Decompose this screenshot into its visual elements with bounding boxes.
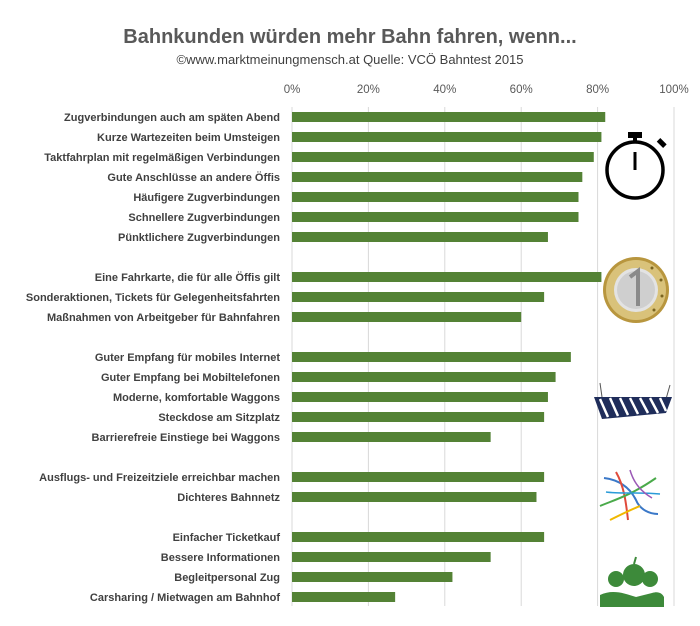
category-label: Carsharing / Mietwagen am Bahnhof (90, 592, 280, 604)
bar (292, 212, 579, 222)
category-label: Steckdose am Sitzplatz (158, 412, 280, 424)
chart-subtitle: ©www.marktmeinungmensch.at Quelle: VCÖ B… (176, 52, 524, 67)
category-label: Schnellere Zugverbindungen (128, 212, 280, 224)
bar (292, 292, 545, 302)
bar (292, 172, 583, 182)
bar (292, 192, 579, 202)
category-label: Dichteres Bahnnetz (177, 492, 280, 504)
bar (292, 532, 545, 542)
apple-hand-icon (600, 553, 664, 607)
x-tick-label: 100% (659, 84, 688, 96)
category-label: Zugverbindungen auch am späten Abend (64, 112, 280, 124)
category-label: Pünktlichere Zugverbindungen (118, 232, 280, 244)
euro-coin-icon (603, 257, 669, 323)
category-labels: Zugverbindungen auch am späten Abend Kurz… (26, 112, 281, 604)
bar (292, 472, 545, 482)
bar (292, 312, 522, 322)
category-label: Kurze Wartezeiten beim Umsteigen (97, 132, 280, 144)
category-label: Taktfahrplan mit regelmäßigen Verbindung… (44, 152, 280, 164)
category-label: Guter Empfang bei Mobiltelefonen (101, 372, 280, 384)
category-label: Gute Anschlüsse an andere Öffis (107, 171, 280, 184)
x-tick-label: 60% (510, 84, 533, 96)
bar (292, 352, 571, 362)
bar (292, 152, 594, 162)
x-tick-label: 0% (284, 84, 301, 96)
category-label: Ausflugs- und Freizeitziele erreichbar m… (39, 472, 280, 484)
chart-title: Bahnkunden würden mehr Bahn fahren, wenn… (123, 26, 577, 48)
bar (292, 412, 545, 422)
category-label: Bessere Informationen (161, 552, 280, 564)
category-label: Einfacher Ticketkauf (173, 532, 281, 544)
category-label: Barrierefreie Einstiege bei Waggons (92, 432, 280, 444)
category-label: Guter Empfang für mobiles Internet (95, 352, 281, 364)
category-label: Moderne, komfortable Waggons (113, 392, 280, 404)
bar (292, 272, 602, 282)
category-label: Sonderaktionen, Tickets für Gelegenheits… (26, 292, 280, 304)
bar (292, 232, 548, 242)
stopwatch-icon (605, 132, 667, 200)
x-axis-ticks: 0% 20% 40% 60% 80% 100% (284, 84, 689, 96)
bar (292, 372, 556, 382)
bars (292, 112, 606, 602)
category-label: Häufigere Zugverbindungen (133, 192, 280, 204)
bar (292, 112, 606, 122)
category-label: Maßnahmen von Arbeitgeber für Bahnfahren (47, 312, 280, 324)
bar (292, 572, 453, 582)
bar (292, 432, 491, 442)
x-tick-label: 40% (433, 84, 456, 96)
bar (292, 392, 548, 402)
bar (292, 492, 537, 502)
category-label: Eine Fahrkarte, die für alle Öffis gilt (95, 271, 281, 284)
network-map-icon (599, 469, 661, 521)
hammock-icon (594, 382, 672, 419)
category-label: Begleitpersonal Zug (174, 572, 280, 584)
bar (292, 132, 602, 142)
x-tick-label: 80% (586, 84, 609, 96)
bar (292, 552, 491, 562)
bar (292, 592, 396, 602)
x-tick-label: 20% (357, 84, 380, 96)
